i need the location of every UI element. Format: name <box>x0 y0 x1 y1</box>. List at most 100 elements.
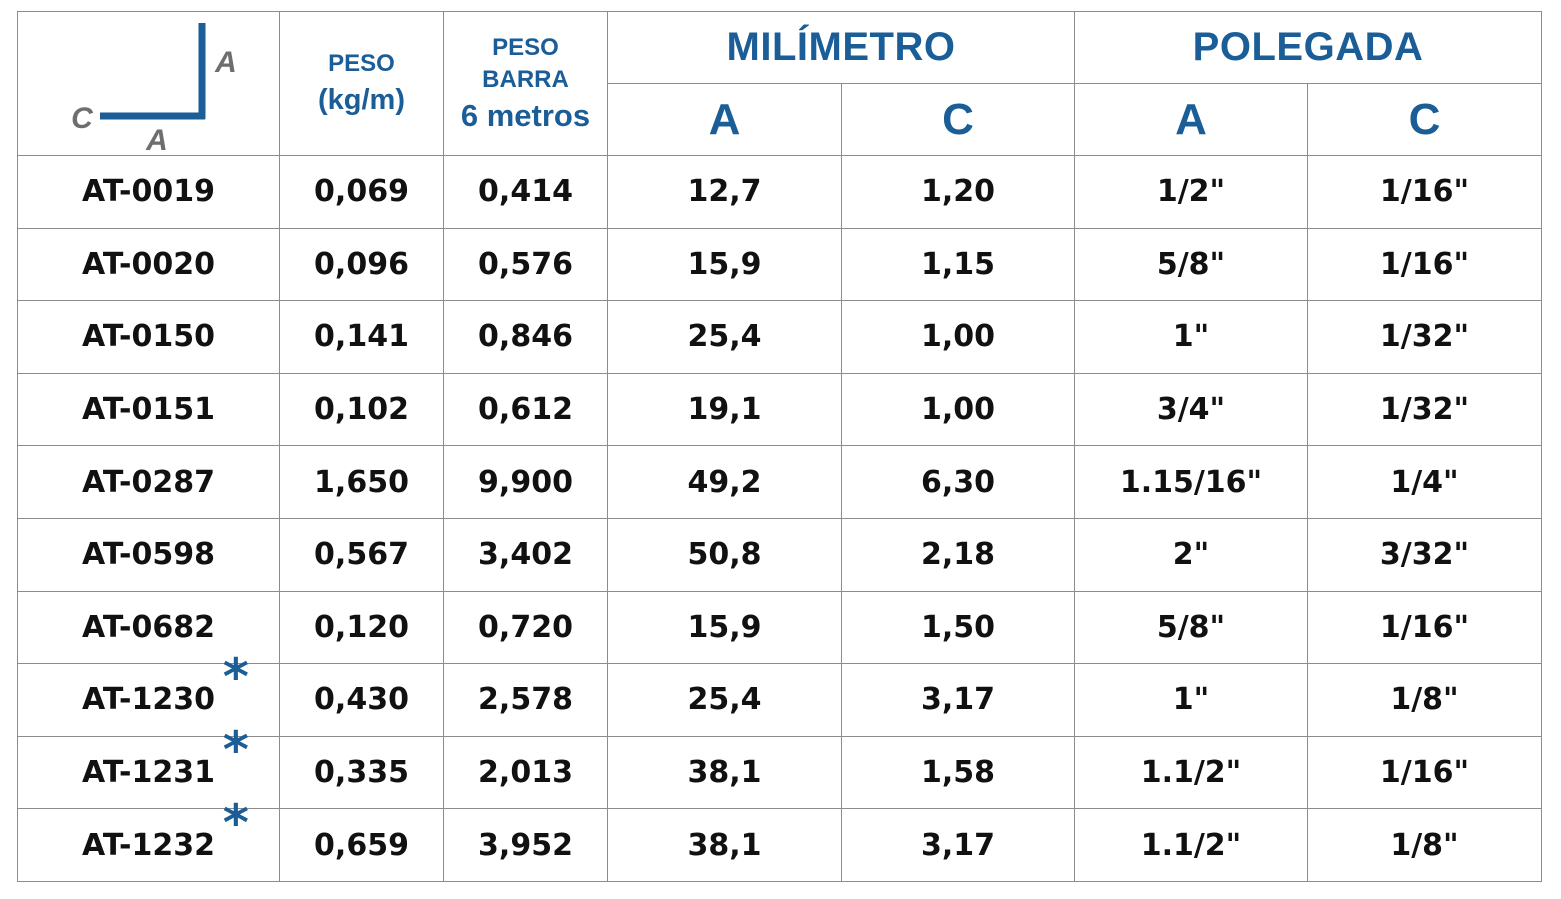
table-row: AT-0682 0,120 0,720 15,9 1,50 5/8" 1/16" <box>17 590 1543 665</box>
table-row: AT-0020 0,096 0,576 15,9 1,15 5/8" 1/16" <box>17 227 1543 302</box>
mm-c-cell: 1,20 <box>840 155 1076 229</box>
table-row: AT-0150 0,141 0,846 25,4 1,00 1" 1/32" <box>17 300 1543 374</box>
table-row: AT-0287 1,650 9,900 49,2 6,30 1.15/16" 1/4" <box>17 445 1543 519</box>
mm-a-header: A <box>607 83 842 156</box>
mm-c-header: C <box>840 83 1076 156</box>
table-row: AT-0151 0,102 0,612 19,1 1,00 3/4" 1/32" <box>17 372 1543 447</box>
code-text-wrap: AT-0150 <box>82 319 215 354</box>
code-text-wrap: AT-0682 <box>82 610 215 645</box>
code-cell: AT-1230 * <box>17 652 280 737</box>
in-a-cell: 1" <box>1074 663 1309 737</box>
in-a-cell: 1/2" <box>1074 155 1309 229</box>
table-row: AT-0019 0,069 0,414 12,7 1,20 1/2" 1/16" <box>17 155 1543 229</box>
code-text-wrap: AT-1232 * <box>82 798 249 863</box>
in-c-cell: 1/32" <box>1307 372 1543 447</box>
in-a-cell: 1.1/2" <box>1074 735 1309 810</box>
in-c-cell: 1/4" <box>1307 445 1543 519</box>
code-text: AT-0598 <box>82 537 215 573</box>
code-cell: AT-0150 <box>17 300 280 374</box>
code-text: AT-0287 <box>82 464 215 500</box>
code-text-wrap: AT-0020 <box>82 247 215 282</box>
code-text: AT-0150 <box>82 319 215 355</box>
barra-line3: 6 metros <box>460 97 591 133</box>
table-body: AT-0019 0,069 0,414 12,7 1,20 1/2" 1/16" AT-002… <box>17 155 1543 882</box>
code-cell: AT-0287 <box>17 445 280 519</box>
in-a-cell: 5/8" <box>1074 590 1309 665</box>
peso-cell: 0,069 <box>279 155 444 229</box>
barra-cell: 0,576 <box>443 227 608 302</box>
mm-c-cell: 1,58 <box>840 735 1076 810</box>
barra-line2: BARRA <box>482 65 569 93</box>
barra-cell: 0,414 <box>443 155 608 229</box>
barra-cell: 2,578 <box>443 663 608 737</box>
in-a-cell: 2" <box>1074 517 1309 592</box>
table-row: AT-1231 * 0,335 2,013 38,1 1,58 1.1/2" 1/16" <box>17 725 1543 810</box>
barra-cell: 9,900 <box>443 445 608 519</box>
peso-cell: 0,141 <box>279 300 444 374</box>
mm-c-cell: 3,17 <box>840 808 1076 882</box>
mm-a-cell: 25,4 <box>607 663 842 737</box>
peso-header: PESO (kg/m) <box>279 11 444 156</box>
table-row: AT-0598 0,567 3,402 50,8 2,18 2" 3/32" <box>17 517 1543 592</box>
in-a-cell: 5/8" <box>1074 227 1309 302</box>
code-text-wrap: AT-0151 <box>82 392 215 427</box>
peso-cell: 0,102 <box>279 372 444 447</box>
mm-a-cell: 15,9 <box>607 227 842 302</box>
in-c-cell: 1/16" <box>1307 227 1543 302</box>
mm-c-cell: 1,00 <box>840 300 1076 374</box>
code-text: AT-0020 <box>82 246 215 282</box>
code-cell: AT-0019 <box>17 155 280 229</box>
barra-cell: 3,952 <box>443 808 608 882</box>
angle-profile-icon: A C A <box>71 23 237 157</box>
peso-cell: 0,096 <box>279 227 444 302</box>
in-c-cell: 1/16" <box>1307 590 1543 665</box>
mm-a-cell: 12,7 <box>607 155 842 229</box>
barra-cell: 0,846 <box>443 300 608 374</box>
mm-a-cell: 38,1 <box>607 735 842 810</box>
code-text: AT-1231 <box>82 755 215 791</box>
code-text: AT-0682 <box>82 609 215 645</box>
in-c-cell: 1/16" <box>1307 155 1543 229</box>
profile-table: A C A PESO (kg/m) PESO BARRA 6 metros MI… <box>17 11 1543 882</box>
code-cell: AT-1232 * <box>17 798 280 882</box>
peso-cell: 0,335 <box>279 735 444 810</box>
mm-a-cell: 25,4 <box>607 300 842 374</box>
peso-unit: (kg/m) <box>318 83 405 116</box>
barra-line1: PESO <box>492 33 559 61</box>
code-cell: AT-0020 <box>17 227 280 302</box>
in-c-cell: 3/32" <box>1307 517 1543 592</box>
in-a-cell: 1.15/16" <box>1074 445 1309 519</box>
in-a-cell: 3/4" <box>1074 372 1309 447</box>
code-text: AT-0151 <box>82 392 215 428</box>
asterisk-icon: * <box>222 721 249 780</box>
peso-barra-header: PESO BARRA 6 metros <box>443 11 608 156</box>
in-a-cell: 1" <box>1074 300 1309 374</box>
asterisk-icon: * <box>222 793 249 852</box>
mm-c-cell: 2,18 <box>840 517 1076 592</box>
code-cell: AT-0682 <box>17 590 280 665</box>
peso-cell: 0,430 <box>279 663 444 737</box>
polegada-header: POLEGADA <box>1074 11 1543 84</box>
table-row: AT-1230 * 0,430 2,578 25,4 3,17 1" 1/8" <box>17 652 1543 737</box>
mm-c-cell: 1,15 <box>840 227 1076 302</box>
code-text: AT-1230 <box>82 682 215 718</box>
diagram-label-base: A <box>145 124 168 157</box>
code-text: AT-1232 <box>82 827 215 863</box>
peso-cell: 0,120 <box>279 590 444 665</box>
peso-cell: 0,659 <box>279 808 444 882</box>
mm-a-cell: 49,2 <box>607 445 842 519</box>
barra-cell: 0,612 <box>443 372 608 447</box>
asterisk-icon: * <box>222 648 249 707</box>
in-c-cell: 1/32" <box>1307 300 1543 374</box>
peso-cell: 1,650 <box>279 445 444 519</box>
diagram-label-side: A <box>214 46 237 79</box>
in-c-cell: 1/8" <box>1307 663 1543 737</box>
table-row: AT-1232 * 0,659 3,952 38,1 3,17 1.1/2" 1/8" <box>17 798 1543 882</box>
barra-cell: 0,720 <box>443 590 608 665</box>
code-text-wrap: AT-0287 <box>82 465 215 500</box>
code-cell: AT-0598 <box>17 517 280 592</box>
in-c-cell: 1/8" <box>1307 808 1543 882</box>
mm-a-cell: 38,1 <box>607 808 842 882</box>
code-text-wrap: AT-1230 * <box>82 652 249 718</box>
mm-c-cell: 6,30 <box>840 445 1076 519</box>
